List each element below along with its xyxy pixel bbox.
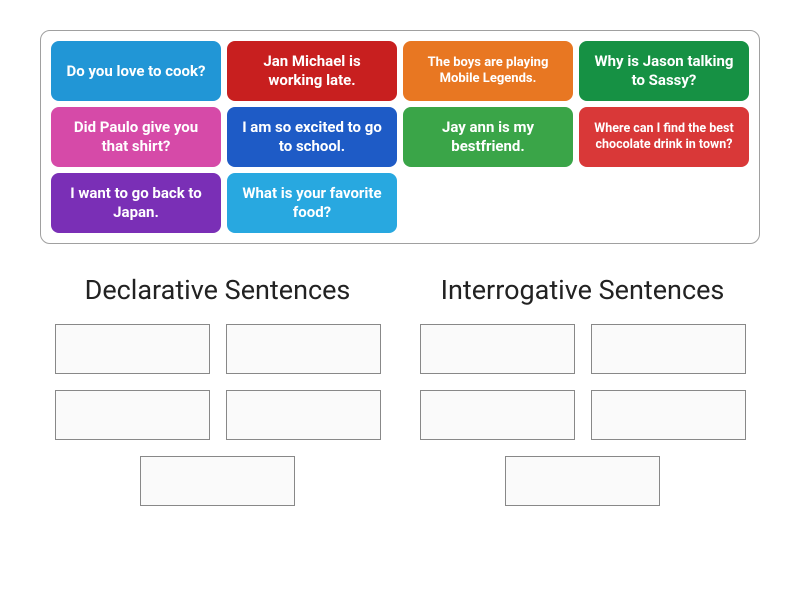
drop-zone-group (40, 324, 395, 506)
drop-zone[interactable] (420, 324, 575, 374)
tile-text: Did Paulo give you that shirt? (61, 118, 211, 156)
drop-zone[interactable] (140, 456, 295, 506)
draggable-tile[interactable]: I want to go back to Japan. (51, 173, 221, 233)
tile-source-container: Do you love to cook? Jan Michael is worki… (40, 30, 760, 244)
drop-zone[interactable] (591, 324, 746, 374)
drop-zone[interactable] (226, 324, 381, 374)
draggable-tile[interactable]: Jan Michael is working late. (227, 41, 397, 101)
drop-zone[interactable] (505, 456, 660, 506)
category-column: Declarative Sentences (40, 274, 395, 506)
category-title: Declarative Sentences (40, 274, 395, 306)
drop-zone[interactable] (226, 390, 381, 440)
draggable-tile[interactable]: Do you love to cook? (51, 41, 221, 101)
draggable-tile[interactable]: Where can I find the best chocolate drin… (579, 107, 749, 167)
tile-text: I want to go back to Japan. (61, 184, 211, 222)
draggable-tile[interactable]: I am so excited to go to school. (227, 107, 397, 167)
category-title: Interrogative Sentences (405, 274, 760, 306)
draggable-tile[interactable]: Why is Jason talking to Sassy? (579, 41, 749, 101)
drop-zone[interactable] (55, 390, 210, 440)
categories-row: Declarative Sentences Interrogative Sente… (40, 274, 760, 506)
draggable-tile[interactable]: Did Paulo give you that shirt? (51, 107, 221, 167)
tile-text: I am so excited to go to school. (237, 118, 387, 156)
tile-text: Do you love to cook? (67, 62, 206, 81)
tile-text: What is your favorite food? (237, 184, 387, 222)
drop-zone-group (405, 324, 760, 506)
draggable-tile[interactable]: What is your favorite food? (227, 173, 397, 233)
tile-text: Jan Michael is working late. (237, 52, 387, 90)
tile-text: Why is Jason talking to Sassy? (589, 52, 739, 90)
tile-text: The boys are playing Mobile Legends. (413, 55, 563, 88)
draggable-tile[interactable]: The boys are playing Mobile Legends. (403, 41, 573, 101)
tile-text: Where can I find the best chocolate drin… (589, 121, 739, 152)
drop-zone[interactable] (591, 390, 746, 440)
drop-zone[interactable] (420, 390, 575, 440)
tile-text: Jay ann is my bestfriend. (413, 118, 563, 156)
category-column: Interrogative Sentences (405, 274, 760, 506)
drop-zone[interactable] (55, 324, 210, 374)
draggable-tile[interactable]: Jay ann is my bestfriend. (403, 107, 573, 167)
